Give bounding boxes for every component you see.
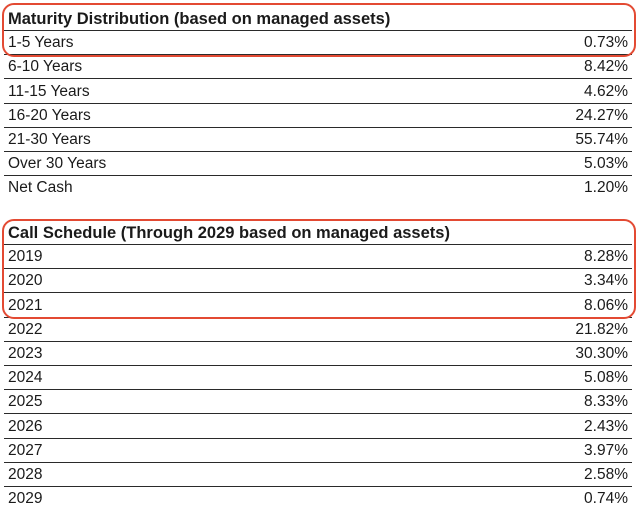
row-label: 2027 xyxy=(8,441,43,459)
table-row: 2028 2.58% xyxy=(4,461,632,486)
call-schedule-table: Call Schedule (Through 2029 based on man… xyxy=(4,222,632,510)
row-value: 5.08% xyxy=(584,369,628,387)
row-value: 0.73% xyxy=(584,34,628,52)
row-label: 2023 xyxy=(8,344,43,362)
row-value: 3.34% xyxy=(584,272,628,290)
row-label: 2025 xyxy=(8,393,43,411)
table-row: 2024 5.08% xyxy=(4,364,632,389)
call-schedule-title: Call Schedule (Through 2029 based on man… xyxy=(8,224,450,242)
row-label: 6-10 Years xyxy=(8,58,83,76)
row-label: 2019 xyxy=(8,248,43,266)
row-value: 4.62% xyxy=(584,82,628,100)
table-row: 2022 21.82% xyxy=(4,316,632,341)
row-value: 8.33% xyxy=(584,393,628,411)
row-value: 2.43% xyxy=(584,417,628,435)
table-row: 2020 3.34% xyxy=(4,268,632,292)
row-label: Over 30 Years xyxy=(8,155,107,173)
table-row: 2025 8.33% xyxy=(4,389,632,413)
row-label: 2024 xyxy=(8,369,43,387)
row-value: 3.97% xyxy=(584,441,628,459)
maturity-distribution-table: Maturity Distribution (based on managed … xyxy=(4,8,632,199)
row-value: 21.82% xyxy=(575,320,628,338)
table-row: 1-5 Years 0.73% xyxy=(4,30,632,54)
row-value: 55.74% xyxy=(575,130,628,148)
row-label: 21-30 Years xyxy=(8,130,91,148)
call-schedule-rows: 2019 8.28% 2020 3.34% 2021 8.06% 2022 21.82% 202… xyxy=(4,244,632,510)
table-row: 2019 8.28% xyxy=(4,244,632,268)
table-row: Net Cash 1.20% xyxy=(4,175,632,199)
row-value: 8.42% xyxy=(584,58,628,76)
row-value: 30.30% xyxy=(575,344,628,362)
row-label: 1-5 Years xyxy=(8,34,74,52)
row-label: 2029 xyxy=(8,490,43,508)
row-value: 8.28% xyxy=(584,248,628,266)
table-row: 16-20 Years 24.27% xyxy=(4,102,632,127)
row-label: 2021 xyxy=(8,296,43,314)
row-value: 2.58% xyxy=(584,465,628,483)
table-row: 2027 3.97% xyxy=(4,437,632,462)
table-row: 2023 30.30% xyxy=(4,340,632,365)
table-row: 21-30 Years 55.74% xyxy=(4,126,632,151)
row-value: 1.20% xyxy=(584,179,628,197)
row-value: 5.03% xyxy=(584,155,628,173)
row-label: Net Cash xyxy=(8,179,73,197)
row-label: 11-15 Years xyxy=(8,82,90,100)
row-value: 24.27% xyxy=(575,106,628,124)
table-row: 2029 0.74% xyxy=(4,485,632,510)
table-row: 6-10 Years 8.42% xyxy=(4,54,632,78)
row-label: 16-20 Years xyxy=(8,106,91,124)
row-label: 2020 xyxy=(8,272,43,290)
row-label: 2022 xyxy=(8,320,43,338)
row-label: 2028 xyxy=(8,465,43,483)
maturity-rows: 1-5 Years 0.73% 6-10 Years 8.42% 11-15 Years… xyxy=(4,30,632,199)
row-label: 2026 xyxy=(8,417,43,435)
row-value: 0.74% xyxy=(584,490,628,508)
table-row: 2026 2.43% xyxy=(4,413,632,437)
table-row: 2021 8.06% xyxy=(4,292,632,316)
table-row: 11-15 Years 4.62% xyxy=(4,78,632,102)
maturity-distribution-title: Maturity Distribution (based on managed … xyxy=(8,10,391,28)
table-row: Over 30 Years 5.03% xyxy=(4,150,632,175)
row-value: 8.06% xyxy=(584,296,628,314)
